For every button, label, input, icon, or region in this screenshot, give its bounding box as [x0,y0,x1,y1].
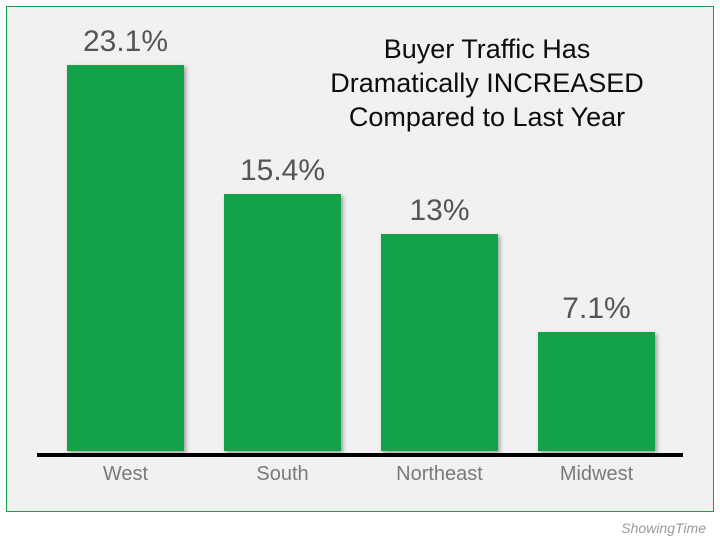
category-label: Midwest [518,463,675,486]
bar-value-label: 13% [361,194,518,228]
bar [224,194,342,451]
chart-title: Buyer Traffic HasDramatically INCREASEDC… [317,33,657,134]
source-attribution: ShowingTime [621,520,706,536]
x-axis-labels: WestSouthNortheastMidwest [47,457,673,497]
canvas: 23.1% 15.4%13% 7.1% WestSouthNortheastMidw… [0,0,720,540]
bar [67,65,185,451]
chart-frame: 23.1% 15.4%13% 7.1% WestSouthNortheastMidw… [6,6,714,512]
chart-title-line: Compared to Last Year [317,101,657,135]
bar-value-label: 23.1% [47,25,204,59]
category-label: Northeast [361,463,518,486]
bar [381,234,499,451]
bar-value-label: 15.4% [204,154,361,188]
chart-title-line: Buyer Traffic Has [317,33,657,67]
category-label: South [204,463,361,486]
bar-value-label: 7.1% [518,292,675,326]
category-label: West [47,463,204,486]
bar [538,332,656,451]
chart-title-line: Dramatically INCREASED [317,67,657,101]
